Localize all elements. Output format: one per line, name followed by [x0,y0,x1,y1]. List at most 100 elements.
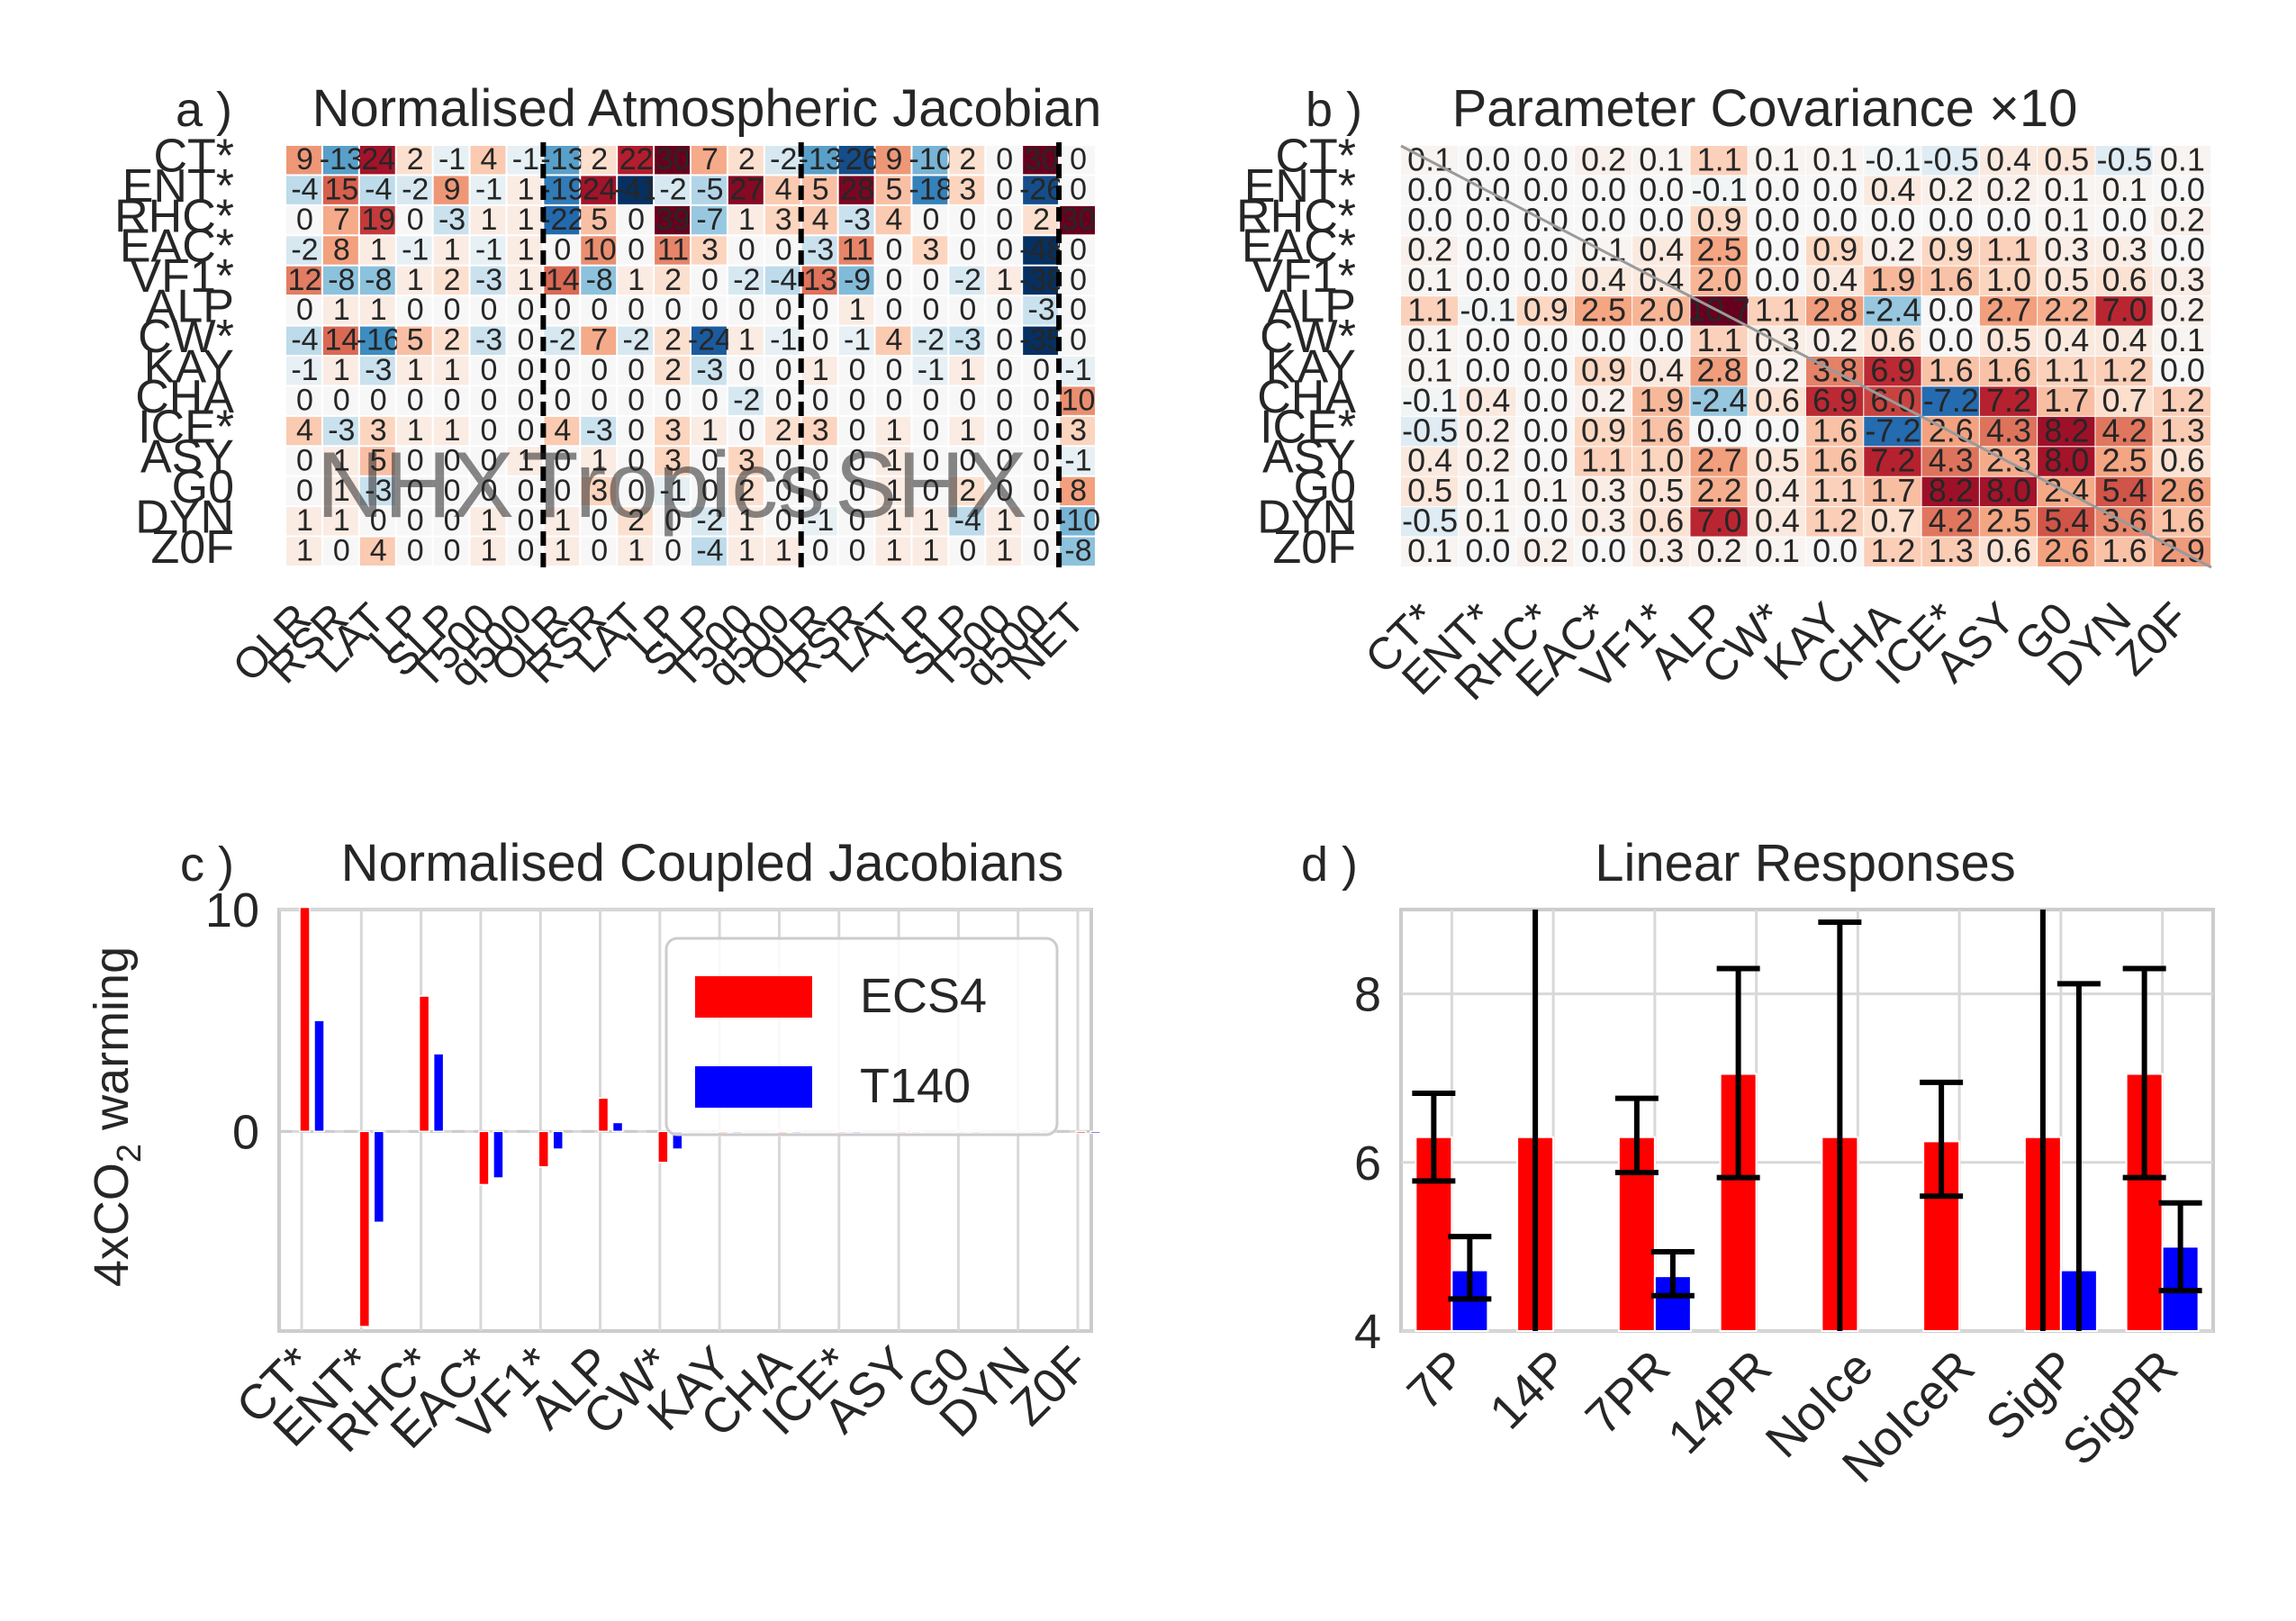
heatmap-b-cell [1979,266,2038,296]
heatmap-b-cell [1574,416,1632,447]
heatmap-a-cell [433,357,469,385]
heatmap-a-cell [581,537,617,566]
heatmap-a-cell [912,296,948,325]
heatmap-b-cell-label: 0.0 [1523,140,1568,177]
heatmap-b-cell-label: -0.5 [1402,412,1458,448]
heatmap-b-cell [1690,447,1748,476]
heatmap-b-cell-label: 0.5 [2044,140,2089,177]
heatmap-a-cell [396,296,432,325]
heatmap-b-cell [2095,176,2153,205]
heatmap-a-cell [692,476,727,506]
heatmap-a-cell [912,416,948,446]
heatmap-a-cell-label: 0 [444,474,461,508]
heatmap-a-cell [507,537,543,566]
heatmap-b-cell [1748,146,1805,176]
heatmap-a-cell [728,205,764,235]
heatmap-b-cell-label: 0.3 [1639,532,1684,569]
heatmap-a-cell [912,236,948,265]
heatmap-a-cell-label: 0 [407,534,424,568]
heatmap-b-cell [1459,507,1516,537]
heatmap-b-cell [1864,205,1921,236]
heatmap-a-cell [692,357,727,385]
heatmap-b-cell [1864,357,1921,386]
heatmap-b-cell [2038,236,2095,266]
heatmap-a-cell-label: 0 [481,384,498,418]
heatmap-b-cell [1921,357,1979,386]
heatmap-b-cell-label: 0.0 [1465,231,1510,268]
heatmap-b-cell [1632,296,1690,326]
heatmap-b-cell-label: 0.1 [1407,140,1452,177]
heatmap-b-cell-label: 7.0 [1697,503,1742,539]
heatmap-a-cell-label: 0 [775,384,792,418]
heatmap-a-cell-label: 0 [591,534,608,568]
heatmap-a-cell-label: 0 [481,293,498,327]
heatmap-b-cell [2038,416,2095,447]
heatmap-b-cell-label: 0.2 [1986,171,2031,208]
heatmap-a-cell [396,476,432,506]
heatmap-a-cell-label: 0 [701,293,719,327]
heatmap-a-cell [875,236,911,265]
heatmap-a-cell-label: 0 [959,534,976,568]
heatmap-a-cell [433,205,469,235]
heatmap-a-cell [838,326,874,355]
heatmap-b-cell-label: 0.4 [1581,261,1626,298]
heatmap-a-cell [764,386,800,415]
heatmap-a-cell-label: 1 [738,534,755,568]
heatmap-a-cell-label: 0 [370,384,387,418]
heatmap-a-cell [359,326,395,355]
heatmap-b-cell [1806,537,1864,566]
heatmap-a-cell-label: 7 [591,323,608,358]
heatmap-a-cell-label: 0 [481,413,498,448]
heatmap-a-cell-label: 0 [517,384,534,418]
heatmap-b-cell-label: 0.1 [1407,351,1452,388]
heatmap-a-cell-label: 0 [1070,232,1087,267]
heatmap-b-col-label: Z0F [2106,593,2198,684]
heatmap-b-cell-label: 0.1 [1465,503,1510,539]
heatmap-b-cell-label: 2.2 [2044,292,2089,329]
heatmap-a-cell [655,296,690,325]
heatmap-a-cell [875,447,911,475]
heatmap-a-cell [949,416,985,446]
heatmap-a-cell [544,386,580,415]
heatmap-b-cell-label: 0.4 [1812,261,1858,298]
heatmap-a-cell-label: 1 [886,474,903,508]
heatmap-b-cell-label: -0.5 [1923,140,1979,177]
heatmap-b-cell-label: 0.2 [1755,351,1800,388]
heatmap-b-cell-label: 0.0 [1812,532,1858,569]
heatmap-a-cell-label: 0 [370,503,387,538]
heatmap-b-row-label: VF1* [1252,250,1356,303]
heatmap-a-cell [875,266,911,295]
heatmap-a-row-label: DYN [135,492,234,544]
heatmap-a-cell-label: 0 [922,413,939,448]
heatmap-a-cell-label: 0 [1033,384,1050,418]
heatmap-a-cell-label: 0 [996,443,1013,477]
heatmap-a-cell-label: 0 [554,384,571,418]
heatmap-b-cell-label: 0.0 [1465,171,1510,208]
heatmap-a-cell-label: 0 [517,503,534,538]
heatmap-b-cell [1806,296,1864,326]
heatmap-b-cell [1979,236,2038,266]
heatmap-b-cell-label: 2.7 [1986,292,2031,329]
heatmap-a-cell-label: 2 [959,474,976,508]
heatmap-a-cell-label: 0 [701,474,719,508]
heatmap-b-cell [1864,476,1921,507]
heatmap-a-cell-label: 0 [849,534,866,568]
heatmap-a-cell-label: 19 [361,203,395,237]
heatmap-b-row-label: RHC* [1236,190,1356,242]
heatmap-a-cell-label: 28 [840,173,874,207]
heatmap-b-cell-label: 0.4 [1755,472,1800,509]
heatmap-a-cell-label: 3 [370,413,387,448]
heatmap-a-cell [322,357,358,385]
heatmap-a-cell-label: -13 [540,142,584,177]
heatmap-a-cell-label: 0 [849,413,866,448]
heatmap-a-cell [728,507,764,536]
heatmap-a-cell [1023,537,1059,566]
heatmap-a-cell-label: -2 [549,323,576,358]
heatmap-a-cell-label: 0 [738,353,755,387]
heatmap-a-cell [470,416,506,446]
panel-b-letter: b ) [1306,83,1362,137]
heatmap-b-cell-label: 1.2 [2102,351,2147,388]
heatmap-a-cell [581,205,617,235]
heatmap-b-cell [2095,447,2153,476]
